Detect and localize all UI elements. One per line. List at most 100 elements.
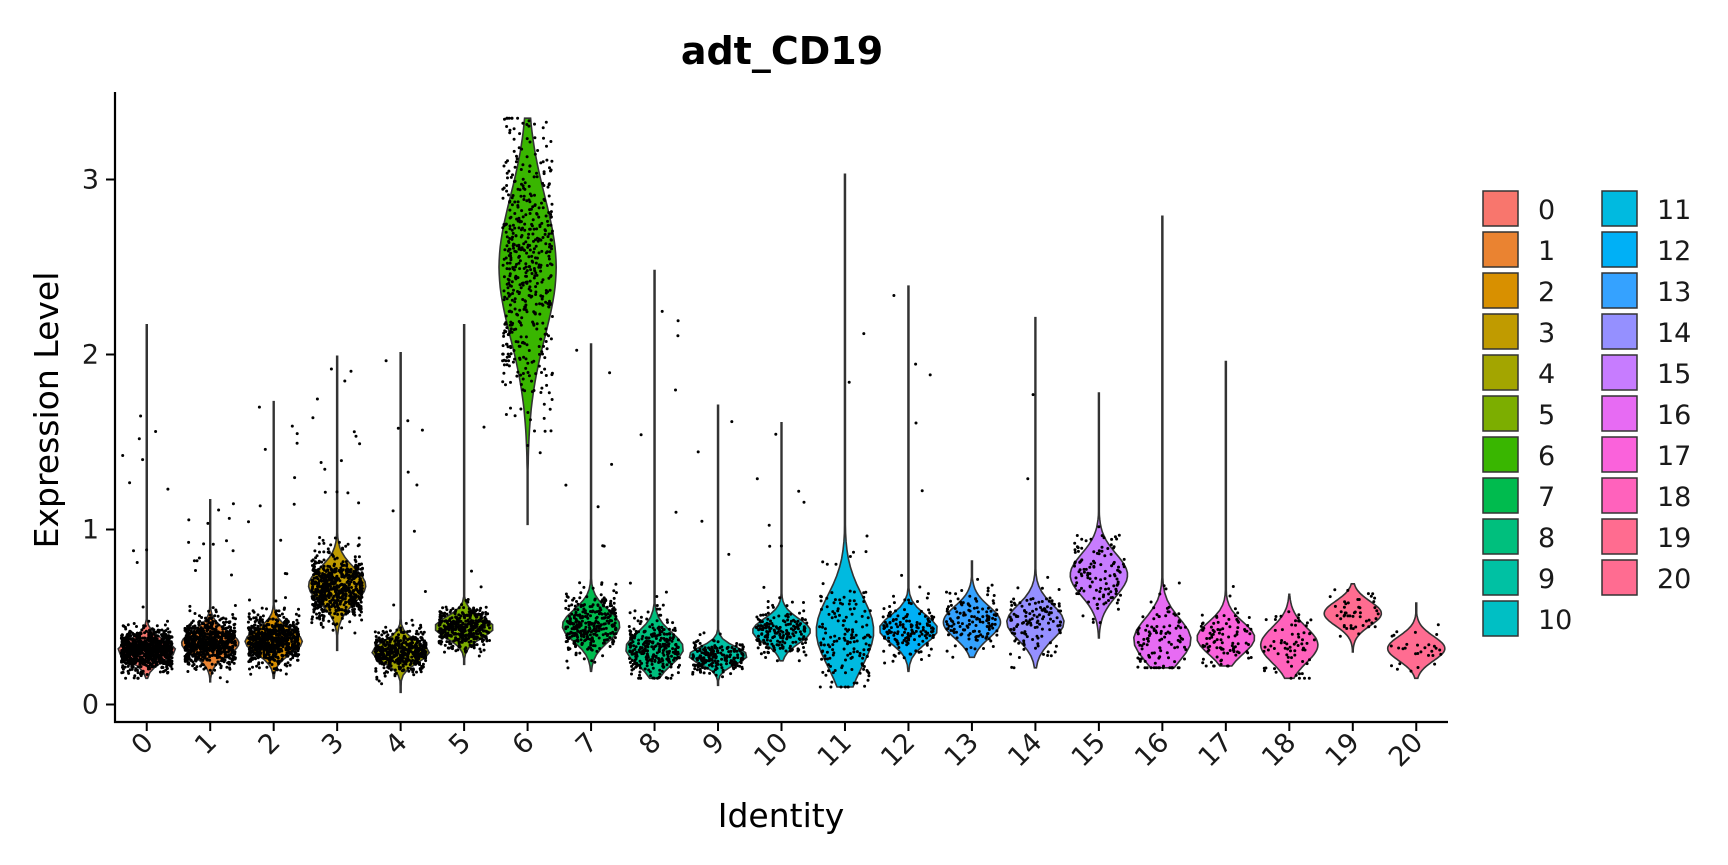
x-tick-label: 8 [633,727,667,761]
violin-0 [117,324,177,680]
x-tick-label: 2 [253,727,287,761]
legend-item-8: 8 [1482,518,1555,555]
x-tick-label: 10 [748,727,794,773]
x-tick-label: 13 [939,727,985,773]
legend-item-7: 7 [1482,477,1555,514]
legend-item-20: 20 [1601,559,1691,596]
legend-label: 6 [1538,441,1555,472]
x-tick-label: 0 [126,727,160,761]
violin-19 [1323,583,1383,653]
violin-body-7 [561,343,621,673]
legend-swatch [1482,518,1519,555]
x-tick-label: 14 [1002,727,1048,773]
violin-10 [752,422,811,663]
x-axis-title: Identity [718,796,844,835]
legend-item-16: 16 [1601,395,1691,432]
legend-label: 17 [1657,441,1691,472]
legend-swatch [1482,354,1519,391]
violin-points-20 [1389,623,1443,673]
violin-points-8 [627,309,681,680]
legend-item-13: 13 [1601,272,1691,309]
x-tick-label: 17 [1193,727,1239,773]
violin-points-10 [754,432,809,663]
violin-body-11 [815,173,875,688]
legend-label: 9 [1538,564,1555,595]
violin-points-14 [1008,393,1063,670]
legend-label: 12 [1657,236,1691,267]
legend-swatch [1601,518,1638,555]
violin-14 [1005,316,1065,670]
legend-swatch [1601,395,1638,432]
legend-label: 11 [1657,195,1691,226]
legend-item-5: 5 [1482,395,1555,432]
legend-label: 10 [1538,605,1572,636]
legend-swatch [1482,436,1519,473]
x-tick-label: 11 [812,727,858,773]
legend-label: 14 [1657,318,1691,349]
legend-item-15: 15 [1601,354,1691,391]
x-tick-label: 3 [316,727,350,761]
violin-3 [307,355,367,652]
legend-label: 5 [1538,400,1555,431]
legend-label: 16 [1657,400,1691,431]
violin-points-2 [246,405,301,676]
legend-swatch [1601,436,1638,473]
legend-label: 13 [1657,277,1691,308]
violin-body-17 [1196,360,1256,667]
legend-item-4: 4 [1482,354,1555,391]
y-tick-label: 3 [82,165,99,196]
violin-points-19 [1328,588,1380,638]
violin-18 [1259,593,1319,680]
legend-item-19: 19 [1601,518,1691,555]
y-ticks: 0 1 2 3 [82,165,115,721]
legend-label: 1 [1538,236,1555,267]
violin-20 [1386,602,1446,680]
legend-label: 15 [1657,359,1691,390]
legend-item-2: 2 [1482,272,1555,309]
violin-body-6 [498,117,558,526]
violin-12 [879,285,938,673]
legend-label: 2 [1538,277,1555,308]
legend-item-0: 0 [1482,190,1555,227]
legend-label: 20 [1657,564,1691,595]
chart-title: adt_CD19 [681,29,883,73]
y-tick-label: 0 [82,690,99,721]
violin-points-1 [183,502,238,684]
violin-6 [498,116,558,526]
violin-body-0 [117,324,177,680]
legend-label: 18 [1657,482,1691,513]
x-tick-label: 15 [1066,727,1112,773]
legend-swatch [1601,313,1638,350]
legend-item-11: 11 [1601,190,1691,227]
x-tick-label: 20 [1383,727,1429,773]
violin-body-15 [1069,392,1129,639]
violin-body-13 [942,560,1002,659]
violin-points-0 [119,414,174,680]
legend-item-3: 3 [1482,313,1555,350]
violin-1 [180,499,240,684]
x-tick-label: 19 [1320,727,1366,773]
violin-points-16 [1136,581,1188,670]
legend-label: 0 [1538,195,1555,226]
violin-2 [244,400,304,680]
violin-17 [1196,360,1256,668]
legend-swatch [1482,600,1519,637]
violin-points-12 [881,294,936,665]
y-axis-title: Expression Level [27,272,66,549]
x-ticks: 0 1 2 3 4 5 6 7 8 9 10 11 12 13 14 15 16 17 18 19 20 [126,722,1429,773]
x-tick-label: 4 [380,727,414,761]
legend-item-17: 17 [1601,436,1691,473]
x-tick-label: 5 [443,727,477,761]
x-tick-label: 16 [1129,727,1175,773]
x-tick-label: 1 [189,727,223,761]
x-tick-label: 9 [697,727,731,761]
violin-5 [434,324,494,666]
violin-body-4 [371,352,431,694]
legend-label: 4 [1538,359,1555,390]
violin-body-12 [879,285,938,673]
legend-swatch [1482,395,1519,432]
legend-swatch [1601,272,1638,309]
violin-body-10 [752,422,811,662]
violin-16 [1132,215,1192,670]
legend-label: 3 [1538,318,1555,349]
